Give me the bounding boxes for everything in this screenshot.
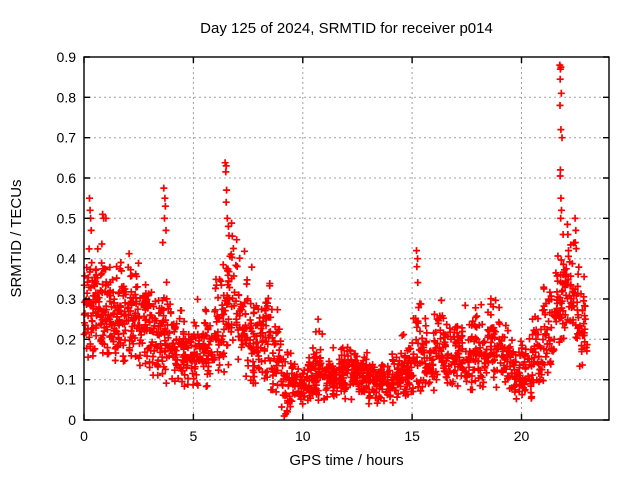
y-tick-label: 0.1	[57, 372, 77, 388]
axis-ticks	[83, 56, 609, 421]
x-tick-label: 20	[514, 428, 530, 444]
y-tick-label: 0.7	[57, 130, 77, 146]
gridlines	[84, 57, 609, 420]
y-tick-labels: 0 0.1 0.2 0.3 0.4 0.5 0.6 0.7 0.8 0.9	[57, 49, 77, 428]
x-tick-label: 15	[404, 428, 420, 444]
x-tick-label: 10	[295, 428, 311, 444]
y-tick-label: 0.3	[57, 291, 77, 307]
y-tick-label: 0.9	[57, 49, 77, 65]
y-tick-label: 0.8	[57, 89, 77, 105]
x-tick-labels: 0 5 10 15 20	[80, 428, 529, 444]
x-tick-label: 5	[189, 428, 197, 444]
plot-border	[83, 56, 610, 421]
y-tick-label: 0.2	[57, 331, 77, 347]
y-tick-label: 0.5	[57, 210, 77, 226]
y-tick-label: 0	[68, 412, 76, 428]
grid-line	[84, 57, 609, 420]
x-tick-label: 0	[80, 428, 88, 444]
tick-mark	[83, 56, 609, 421]
y-tick-label: 0.4	[57, 251, 77, 267]
chart-title: Day 125 of 2024, SRMTID for receiver p01…	[200, 20, 493, 37]
data-points	[80, 61, 591, 420]
x-axis-label: GPS time / hours	[289, 452, 403, 469]
y-tick-label: 0.6	[57, 170, 77, 186]
y-axis-label: SRMTID / TECUs	[8, 179, 25, 297]
